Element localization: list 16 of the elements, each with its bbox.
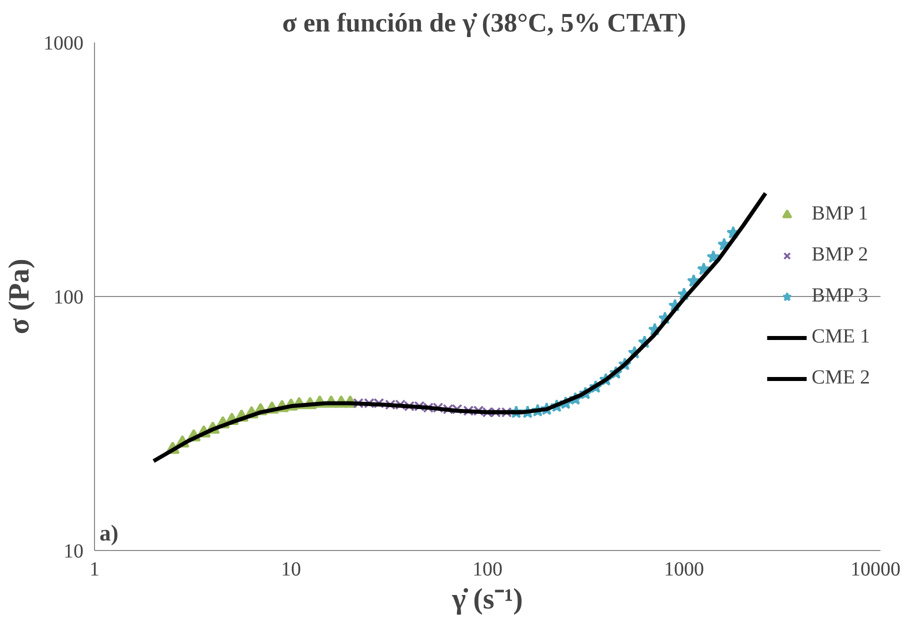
x-axis-title: γ̇ (s⁻¹) — [451, 584, 523, 616]
x-tick-label: 10 — [281, 558, 301, 580]
legend-label: BMP 1 — [812, 202, 868, 226]
legend-label: CME 1 — [812, 326, 870, 348]
y-tick-label: 1000 — [44, 32, 84, 54]
x-tick-label: 10000 — [850, 558, 900, 580]
annotation: a) — [100, 520, 118, 546]
y-axis-title: σ (Pa) — [4, 258, 36, 334]
x-tick-label: 1000 — [664, 558, 704, 580]
x-tick-label: 100 — [472, 558, 502, 580]
y-tick-label: 100 — [54, 286, 84, 308]
y-tick-label: 10 — [64, 540, 84, 562]
x-tick-label: 1 — [90, 558, 100, 580]
chart-title: σ en función de γ̇ (38°C, 5% CTAT) — [282, 8, 686, 38]
legend-label: CME 2 — [812, 366, 870, 390]
legend-label: BMP 2 — [812, 244, 868, 266]
